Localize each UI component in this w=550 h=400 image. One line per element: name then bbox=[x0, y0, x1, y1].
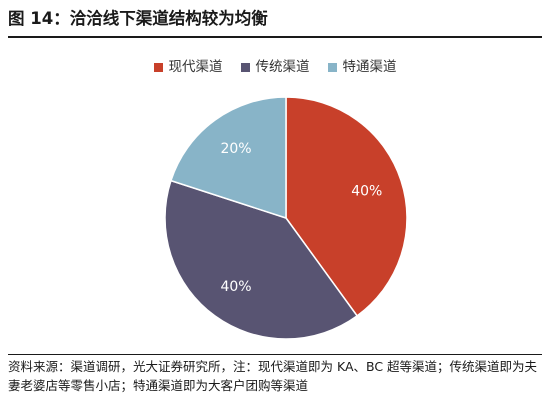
pie-slice-0 bbox=[285, 96, 408, 317]
pie-slice-1 bbox=[164, 179, 359, 340]
legend-swatch bbox=[327, 62, 337, 72]
legend-label: 传统渠道 bbox=[255, 59, 310, 75]
legend-label: 现代渠道 bbox=[168, 59, 223, 75]
figure-title: 图 14：洽洽线下渠道结构较为均衡 bbox=[8, 9, 268, 28]
source-note: 资料来源：渠道调研，光大证券研究所，注：现代渠道即为 KA、BC 超等渠道；传统… bbox=[8, 359, 538, 393]
pie-slice-2 bbox=[169, 96, 287, 220]
source-divider bbox=[8, 354, 542, 355]
pie-slice-label: 20% bbox=[220, 141, 251, 157]
pie-slice-label: 40% bbox=[351, 184, 382, 200]
legend-item-special: 特通渠道 bbox=[327, 58, 397, 76]
legend-label: 特通渠道 bbox=[342, 59, 397, 75]
chart-legend: 现代渠道 传统渠道 特通渠道 bbox=[0, 58, 550, 76]
pie-chart: 40% 40% 20% bbox=[164, 96, 408, 340]
legend-swatch bbox=[240, 62, 250, 72]
pie-slice-label: 40% bbox=[220, 279, 251, 295]
legend-item-traditional: 传统渠道 bbox=[240, 58, 310, 76]
title-divider bbox=[8, 36, 542, 38]
legend-swatch bbox=[153, 62, 163, 72]
legend-item-modern: 现代渠道 bbox=[153, 58, 223, 76]
